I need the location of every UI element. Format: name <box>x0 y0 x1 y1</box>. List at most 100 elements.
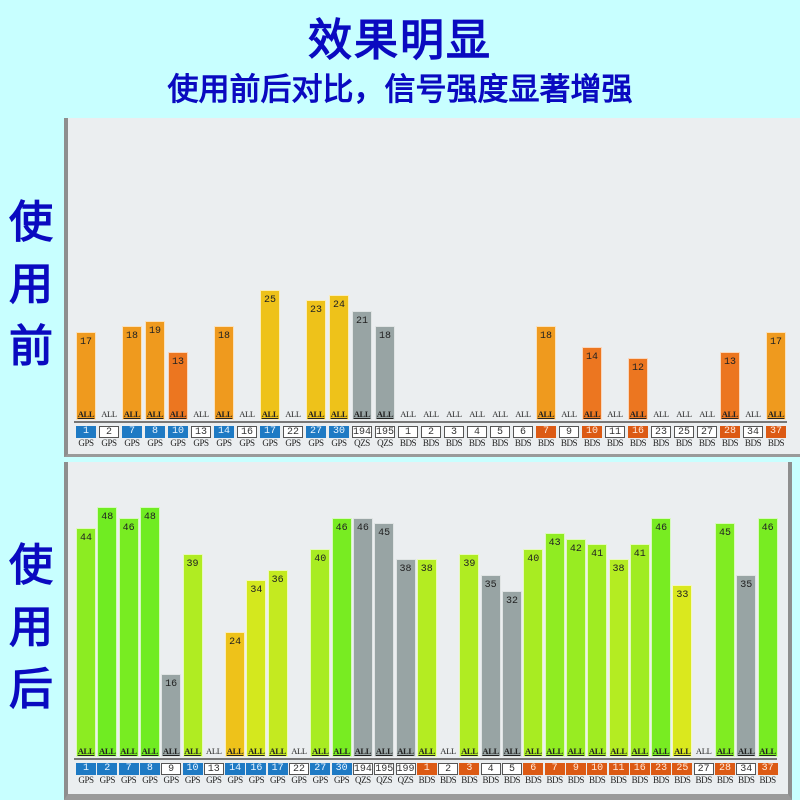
signal-bar: 43 <box>544 533 565 757</box>
signal-bar: 42 <box>565 539 586 757</box>
band-label: ALL <box>184 746 201 756</box>
signal-value: 46 <box>335 523 348 534</box>
signal-value: 48 <box>101 512 114 523</box>
band-label: ALL <box>561 409 577 419</box>
system-label: BDS <box>738 775 755 785</box>
signal-value: 17 <box>79 337 92 348</box>
signal-bar: 36 <box>267 570 288 757</box>
prn-tag: 11 <box>605 426 625 438</box>
band-label: ALL <box>77 409 95 419</box>
system-label: GPS <box>78 438 94 448</box>
system-label: QZS <box>354 775 371 785</box>
band-label: ALL <box>546 746 563 756</box>
satellite-column: ALL 9 BDS <box>559 118 580 454</box>
band-label: ALL <box>721 409 739 419</box>
signal-value: 23 <box>309 305 322 316</box>
system-label: GPS <box>227 775 243 785</box>
prn-tag: 10 <box>587 763 608 775</box>
label-char: 前 <box>9 321 53 372</box>
prn-tag: 11 <box>608 763 629 775</box>
band-label: ALL <box>261 409 279 419</box>
satellite-column: ALL 34 BDS <box>743 118 764 454</box>
signal-value: 16 <box>165 679 178 690</box>
system-label: BDS <box>422 438 440 448</box>
prn-tag: 14 <box>214 426 234 438</box>
signal-bar: 16 <box>161 674 182 757</box>
system-label: GPS <box>312 775 329 785</box>
satellite-column: 45 ALL 195 QZS <box>374 462 395 794</box>
signal-bar: 25 <box>260 290 280 420</box>
system-label: QZS <box>397 775 414 785</box>
band-label: ALL <box>120 746 137 756</box>
satellite-column: 18 ALL 7 BDS <box>536 118 557 454</box>
prn-tag: 13 <box>191 426 211 438</box>
signal-value: 41 <box>591 549 604 560</box>
signal-bar: 38 <box>608 559 629 757</box>
signal-bar: 46 <box>757 518 778 757</box>
system-label: GPS <box>216 438 232 448</box>
signal-bar: 18 <box>214 326 234 420</box>
band-label: ALL <box>567 746 585 756</box>
satellite-column: 44 ALL 1 GPS <box>76 462 97 794</box>
satellite-column: 14 ALL 10 BDS <box>582 118 603 454</box>
signal-value: 19 <box>148 326 161 337</box>
satellite-column: 38 ALL 1 BDS <box>416 462 438 794</box>
prn-tag: 16 <box>629 763 650 775</box>
band-label: ALL <box>162 746 180 756</box>
band-label: ALL <box>375 746 393 756</box>
system-label: BDS <box>744 438 762 448</box>
prn-tag: 2 <box>421 426 441 438</box>
prn-tag: 17 <box>260 426 280 438</box>
system-label: BDS <box>525 775 542 785</box>
signal-value: 38 <box>612 564 625 575</box>
satellite-column: 39 ALL 10 GPS <box>182 462 204 794</box>
system-label: BDS <box>652 775 670 785</box>
prn-tag: 2 <box>99 426 119 438</box>
signal-bar: 13 <box>720 352 740 420</box>
signal-value: 39 <box>186 559 199 570</box>
signal-value: 42 <box>569 544 582 555</box>
system-label: GPS <box>308 438 324 448</box>
satellite-column: ALL 2 BDS <box>438 462 459 794</box>
system-label: BDS <box>461 775 478 785</box>
prn-tag: 23 <box>651 763 672 775</box>
band-label: ALL <box>418 746 436 756</box>
band-label: ALL <box>123 409 141 419</box>
system-label: GPS <box>170 438 186 448</box>
system-label: BDS <box>468 438 486 448</box>
prn-tag: 2 <box>97 763 118 775</box>
page-subtitle: 使用前后对比，信号强度显著增强 <box>167 72 633 108</box>
satellite-column: ALL 27 BDS <box>693 462 715 794</box>
signal-bar: 46 <box>118 518 139 757</box>
signal-value: 46 <box>122 523 135 534</box>
prn-tag: 14 <box>225 763 246 775</box>
band-label: ALL <box>440 746 456 756</box>
prn-tag: 25 <box>672 763 693 775</box>
system-label: BDS <box>491 438 509 448</box>
satellite-column: ALL 5 BDS <box>490 118 511 454</box>
signal-value: 13 <box>171 357 184 368</box>
prn-tag: 37 <box>757 763 778 775</box>
prn-tag: 3 <box>459 763 480 775</box>
prn-tag: 22 <box>289 763 309 775</box>
system-label: BDS <box>698 438 716 448</box>
band-label: ALL <box>376 409 394 419</box>
satellite-column: 35 ALL 34 BDS <box>736 462 757 794</box>
system-label: BDS <box>567 775 585 785</box>
system-label: QZS <box>377 438 393 448</box>
signal-value: 36 <box>271 575 284 586</box>
satellite-column: 41 ALL 10 BDS <box>587 462 608 794</box>
satellite-column: 39 ALL 3 BDS <box>459 462 480 794</box>
signal-bar: 41 <box>587 544 608 757</box>
signal-value: 12 <box>631 363 644 374</box>
prn-tag: 195 <box>374 763 395 775</box>
prn-tag: 22 <box>283 426 303 438</box>
band-label: ALL <box>423 409 439 419</box>
satellite-column: 21 ALL 194 QZS <box>352 118 373 454</box>
system-label: BDS <box>514 438 532 448</box>
signal-bar: 38 <box>395 559 416 757</box>
prn-tag: 5 <box>490 426 510 438</box>
signal-bar: 46 <box>331 518 352 757</box>
band-label: ALL <box>446 409 462 419</box>
chart-before-panel: 17 ALL 1 GPS ALL 2 GPS 18 ALL 7 GPS 19 ALL 8 GPS 13 ALL 1… <box>64 118 800 457</box>
